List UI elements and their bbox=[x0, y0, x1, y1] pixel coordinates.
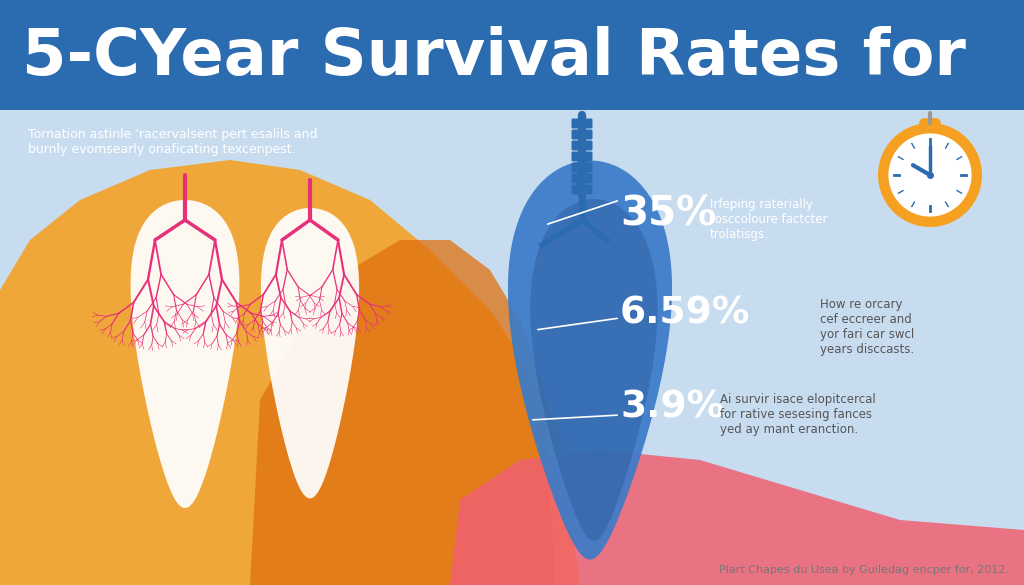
Text: Ai survir isace elopitcercal
for rative sesesing fances
yed ay mant eranction.: Ai survir isace elopitcercal for rative … bbox=[720, 393, 876, 436]
FancyBboxPatch shape bbox=[571, 129, 593, 139]
Circle shape bbox=[889, 133, 972, 216]
Polygon shape bbox=[131, 200, 240, 508]
FancyBboxPatch shape bbox=[571, 119, 593, 129]
Text: How re orcary
cef eccreer and
yor fari car swcl
years disccasts.: How re orcary cef eccreer and yor fari c… bbox=[820, 298, 914, 356]
Text: Tornation astinle 'racervalsent pert esalils and
burnly evomsearly onaficating t: Tornation astinle 'racervalsent pert esa… bbox=[28, 128, 317, 156]
FancyBboxPatch shape bbox=[571, 140, 593, 150]
FancyBboxPatch shape bbox=[571, 163, 593, 173]
FancyBboxPatch shape bbox=[571, 152, 593, 161]
FancyBboxPatch shape bbox=[571, 184, 593, 194]
Bar bbox=[0, 0, 1024, 110]
Text: 35%: 35% bbox=[620, 195, 717, 235]
Polygon shape bbox=[0, 160, 580, 585]
Circle shape bbox=[878, 123, 982, 227]
Text: Plart Chapes du Usea by Guiledag encper for, 2012.: Plart Chapes du Usea by Guiledag encper … bbox=[719, 565, 1009, 575]
Text: 3.9%: 3.9% bbox=[620, 390, 724, 426]
Polygon shape bbox=[508, 160, 672, 559]
Bar bbox=[0, 110, 1024, 585]
FancyBboxPatch shape bbox=[571, 174, 593, 184]
Polygon shape bbox=[250, 240, 555, 585]
Text: 5-CYear Survival Rates for: 5-CYear Survival Rates for bbox=[22, 26, 966, 88]
Text: Irfeping raterially
rosccoloure factcter
trolatisgs.: Irfeping raterially rosccoloure factcter… bbox=[710, 198, 827, 241]
Polygon shape bbox=[450, 450, 1024, 585]
Polygon shape bbox=[261, 208, 359, 498]
Polygon shape bbox=[530, 199, 657, 541]
Text: 6.59%: 6.59% bbox=[620, 295, 751, 331]
